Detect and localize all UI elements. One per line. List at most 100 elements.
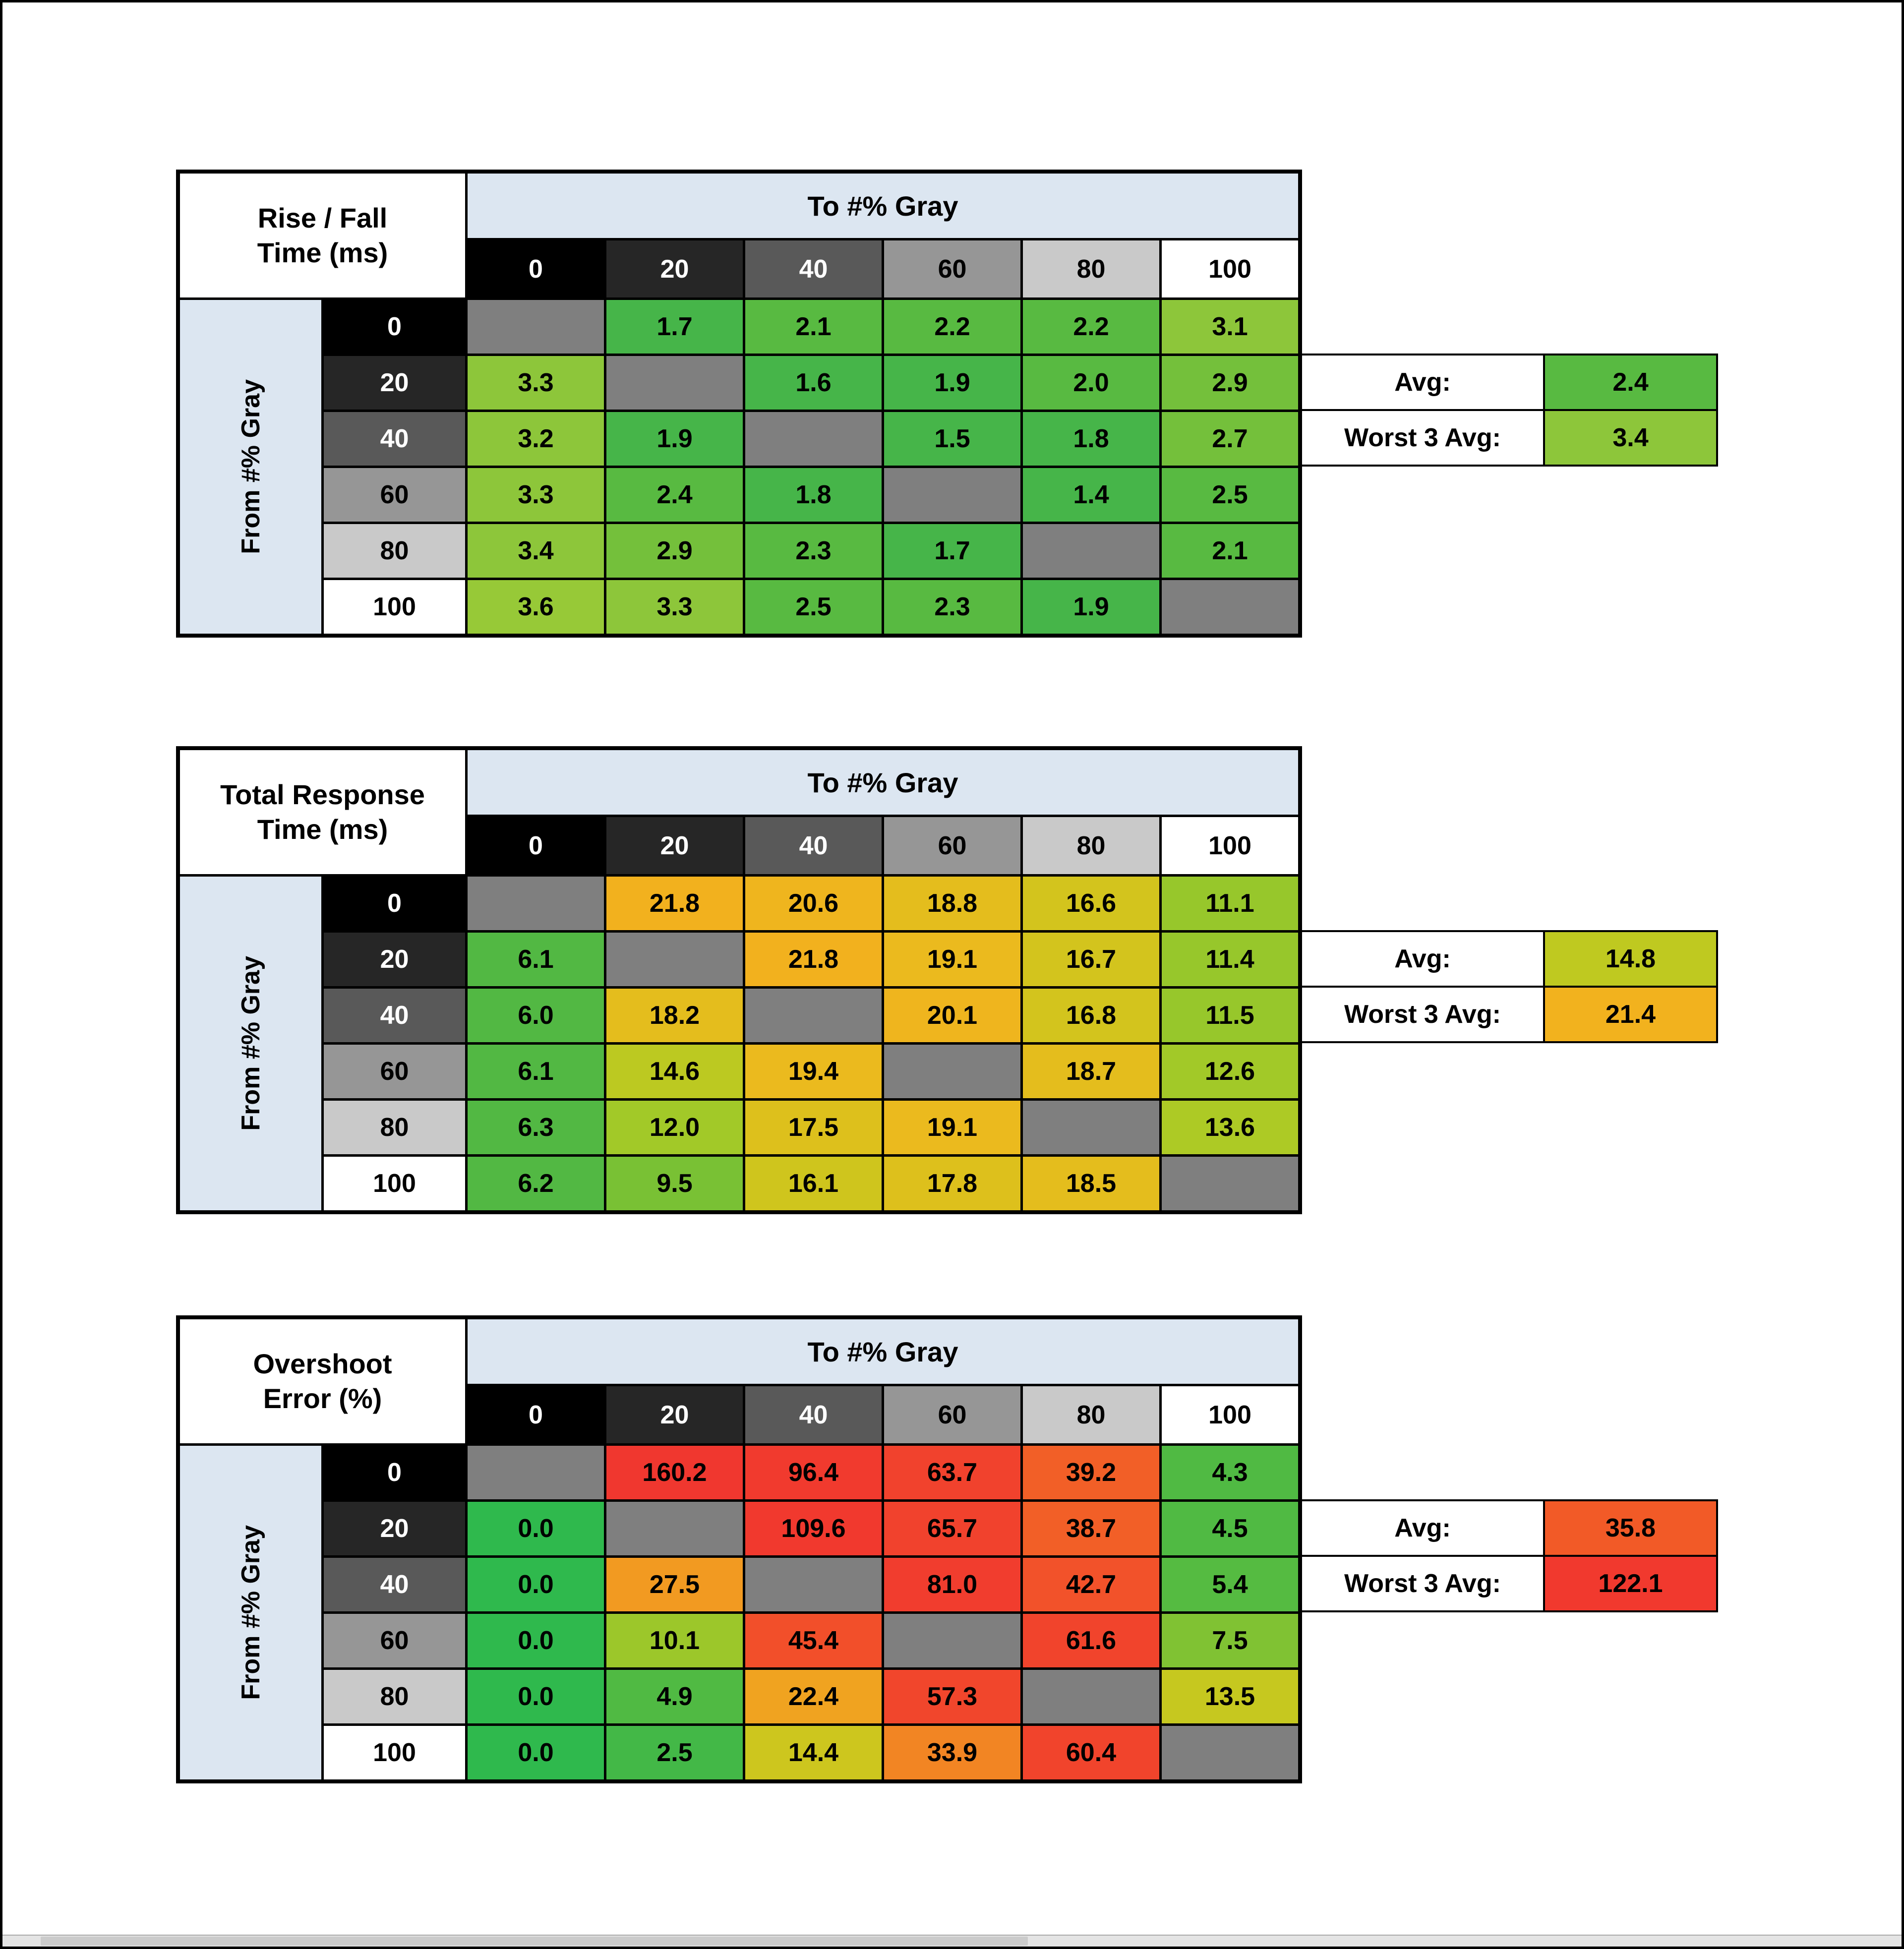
cell-from60-to20: 10.1 bbox=[606, 1614, 743, 1667]
cell-from100-to100 bbox=[1162, 580, 1298, 634]
cell-from40-to0: 0.0 bbox=[468, 1558, 604, 1611]
cell-from20-to20 bbox=[606, 356, 743, 410]
cell-from20-to80: 2.0 bbox=[1023, 356, 1159, 410]
cell-from40-to100: 2.7 bbox=[1162, 412, 1298, 466]
table-title: Total Response Time (ms) bbox=[180, 750, 465, 874]
bottom-scrollbar[interactable] bbox=[2, 1935, 1902, 1947]
from-gray-label: From #% Gray bbox=[180, 300, 321, 634]
col-header-0: 0 bbox=[468, 817, 604, 874]
worst3-avg-value: 122.1 bbox=[1545, 1557, 1716, 1610]
avg-label: Avg: bbox=[1302, 932, 1543, 986]
cell-from40-to20: 18.2 bbox=[606, 989, 743, 1042]
cell-from20-to60: 1.9 bbox=[884, 356, 1020, 410]
worst3-avg-label: Worst 3 Avg: bbox=[1302, 1557, 1543, 1610]
cell-from20-to40: 1.6 bbox=[745, 356, 882, 410]
worst3-avg-value: 21.4 bbox=[1545, 988, 1716, 1041]
row-header-40: 40 bbox=[324, 1558, 465, 1611]
cell-from40-to100: 11.5 bbox=[1162, 989, 1298, 1042]
col-header-60: 60 bbox=[884, 1386, 1020, 1443]
cell-from20-to20 bbox=[606, 1502, 743, 1555]
avg-value: 14.8 bbox=[1545, 932, 1716, 986]
cell-from40-to40 bbox=[745, 412, 882, 466]
cell-from80-to100: 2.1 bbox=[1162, 524, 1298, 578]
from-gray-label-text: From #% Gray bbox=[236, 379, 265, 554]
table-title-line1: Total Response bbox=[220, 779, 425, 810]
col-header-60: 60 bbox=[884, 817, 1020, 874]
cell-from80-to0: 6.3 bbox=[468, 1101, 604, 1154]
avg-value: 2.4 bbox=[1545, 355, 1716, 409]
cell-from80-to20: 4.9 bbox=[606, 1670, 743, 1723]
col-header-40: 40 bbox=[745, 240, 882, 297]
cell-from80-to60: 19.1 bbox=[884, 1101, 1020, 1154]
cell-from0-to20: 160.2 bbox=[606, 1446, 743, 1499]
worst3-avg-value: 3.4 bbox=[1545, 411, 1716, 465]
cell-from20-to40: 109.6 bbox=[745, 1502, 882, 1555]
total-response-time-grid: Total Response Time (ms) To #% Gray 0 20 40 60… bbox=[176, 746, 1302, 1214]
row-header-0: 0 bbox=[324, 877, 465, 930]
avg-label: Avg: bbox=[1302, 1501, 1543, 1555]
cell-from80-to20: 12.0 bbox=[606, 1101, 743, 1154]
cell-from20-to100: 11.4 bbox=[1162, 933, 1298, 986]
cell-from100-to60: 33.9 bbox=[884, 1726, 1020, 1779]
cell-from80-to100: 13.5 bbox=[1162, 1670, 1298, 1723]
cell-from80-to40: 22.4 bbox=[745, 1670, 882, 1723]
cell-from20-to20 bbox=[606, 933, 743, 986]
row-header-0: 0 bbox=[324, 300, 465, 354]
cell-from0-to60: 18.8 bbox=[884, 877, 1020, 930]
col-header-100: 100 bbox=[1162, 1386, 1298, 1443]
cell-from100-to100 bbox=[1162, 1726, 1298, 1779]
from-gray-label-text: From #% Gray bbox=[236, 1525, 265, 1700]
cell-from60-to80: 61.6 bbox=[1023, 1614, 1159, 1667]
cell-from80-to40: 17.5 bbox=[745, 1101, 882, 1154]
row-header-100: 100 bbox=[324, 1157, 465, 1210]
cell-from0-to60: 2.2 bbox=[884, 300, 1020, 354]
cell-from60-to100: 12.6 bbox=[1162, 1045, 1298, 1098]
cell-from100-to20: 3.3 bbox=[606, 580, 743, 634]
cell-from0-to40: 2.1 bbox=[745, 300, 882, 354]
cell-from60-to40: 45.4 bbox=[745, 1614, 882, 1667]
table-title-line1: Rise / Fall bbox=[257, 202, 388, 234]
cell-from0-to40: 20.6 bbox=[745, 877, 882, 930]
cell-from100-to80: 1.9 bbox=[1023, 580, 1159, 634]
cell-from100-to40: 2.5 bbox=[745, 580, 882, 634]
cell-from20-to0: 6.1 bbox=[468, 933, 604, 986]
worst3-avg-label: Worst 3 Avg: bbox=[1302, 988, 1543, 1041]
cell-from20-to0: 3.3 bbox=[468, 356, 604, 410]
overshoot-error-avg-panel: Avg: 35.8 Worst 3 Avg: 122.1 bbox=[1300, 1499, 1718, 1612]
cell-from20-to80: 16.7 bbox=[1023, 933, 1159, 986]
cell-from80-to40: 2.3 bbox=[745, 524, 882, 578]
cell-from40-to20: 27.5 bbox=[606, 1558, 743, 1611]
cell-from100-to20: 9.5 bbox=[606, 1157, 743, 1210]
scrollbar-thumb[interactable] bbox=[40, 1937, 1028, 1946]
cell-from60-to20: 2.4 bbox=[606, 468, 743, 522]
cell-from60-to0: 6.1 bbox=[468, 1045, 604, 1098]
cell-from80-to80 bbox=[1023, 524, 1159, 578]
col-header-80: 80 bbox=[1023, 240, 1159, 297]
cell-from80-to100: 13.6 bbox=[1162, 1101, 1298, 1154]
table-title-line2: Time (ms) bbox=[257, 814, 388, 845]
cell-from60-to0: 3.3 bbox=[468, 468, 604, 522]
row-header-40: 40 bbox=[324, 412, 465, 466]
row-header-60: 60 bbox=[324, 1614, 465, 1667]
cell-from20-to60: 65.7 bbox=[884, 1502, 1020, 1555]
cell-from100-to0: 3.6 bbox=[468, 580, 604, 634]
row-header-40: 40 bbox=[324, 989, 465, 1042]
cell-from100-to40: 14.4 bbox=[745, 1726, 882, 1779]
row-header-100: 100 bbox=[324, 580, 465, 634]
col-header-80: 80 bbox=[1023, 817, 1159, 874]
cell-from60-to100: 2.5 bbox=[1162, 468, 1298, 522]
cell-from0-to80: 2.2 bbox=[1023, 300, 1159, 354]
cell-from0-to100: 4.3 bbox=[1162, 1446, 1298, 1499]
cell-from100-to100 bbox=[1162, 1157, 1298, 1210]
cell-from60-to80: 1.4 bbox=[1023, 468, 1159, 522]
row-header-20: 20 bbox=[324, 356, 465, 410]
cell-from0-to0 bbox=[468, 1446, 604, 1499]
row-header-80: 80 bbox=[324, 1101, 465, 1154]
from-gray-label: From #% Gray bbox=[180, 1446, 321, 1779]
cell-from60-to20: 14.6 bbox=[606, 1045, 743, 1098]
cell-from0-to40: 96.4 bbox=[745, 1446, 882, 1499]
cell-from40-to60: 1.5 bbox=[884, 412, 1020, 466]
cell-from0-to80: 16.6 bbox=[1023, 877, 1159, 930]
col-header-100: 100 bbox=[1162, 817, 1298, 874]
col-header-20: 20 bbox=[606, 1386, 743, 1443]
